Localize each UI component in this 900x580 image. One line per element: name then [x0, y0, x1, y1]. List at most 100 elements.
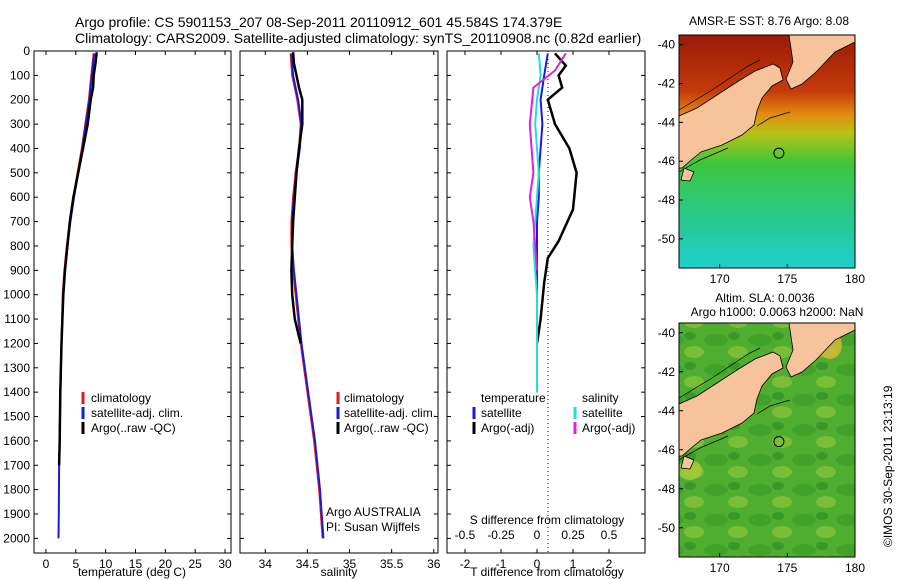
y-tick-label: 100 [10, 68, 30, 82]
temperature-panel: 0100200300400500600700800900100011001200… [3, 44, 645, 579]
sla-map-frame [678, 322, 856, 558]
y-tick-label: 1300 [3, 361, 30, 375]
x-tick-label: 30 [218, 557, 232, 571]
depth-ticks: 0 100 200 300 400 500 600 700 800 900 1000 1100 1200… [3, 44, 645, 545]
series-line-salinity-argo-adj- [528, 52, 567, 271]
map-x-tick-label: 180 [845, 272, 865, 286]
x-tick-label: 2 [606, 557, 613, 571]
sla-map-ticks: 170 175 180 -40 -42 -44 -46 -48 -50 [658, 326, 866, 575]
y-tick-label: 500 [10, 166, 30, 180]
temperature-legend: climatology satellite-adj. clim. Argo(..… [81, 391, 183, 435]
difference-panel: -2 -1 0 1 2 -0.5 -0.25 0 0.25 0.5 T difference f… [446, 50, 646, 579]
coastline-south-island [679, 63, 784, 169]
map-y-tick-label: -40 [658, 326, 676, 340]
sla-map-title-line1: Altim. SLA: 0.0036 [715, 291, 815, 305]
s-tick-label: 0.25 [561, 528, 585, 542]
legend-label: Argo(-adj) [481, 421, 534, 435]
x-tick-label: 10 [99, 557, 113, 571]
coastline-north-island [785, 323, 855, 378]
annotation-line2: PI: Susan Wijffels [326, 520, 420, 534]
map-y-tick-label: -46 [658, 154, 676, 168]
s-tick-label: 0.5 [601, 528, 618, 542]
y-tick-label: 1900 [3, 507, 30, 521]
sla-map: Altim. SLA: 0.0036 Argo h1000: 0.0063 h2… [658, 291, 866, 575]
map-y-tick-label: -50 [658, 521, 676, 535]
y-tick-label: 300 [10, 117, 30, 131]
x-tick-label: 20 [159, 557, 173, 571]
annotation-line1: Argo AUSTRALIA [326, 505, 421, 519]
x-tick-label: -2 [460, 557, 471, 571]
y-tick-label: 1200 [3, 336, 30, 350]
legend-label: Argo(-adj) [582, 421, 635, 435]
sst-map-ticks: 170 175 180 -40 -42 -44 -46 -48 -50 [658, 38, 866, 286]
y-tick-label: 1800 [3, 483, 30, 497]
map-x-tick-label: 170 [710, 272, 730, 286]
legend-title-temperature: temperature [481, 391, 546, 405]
map-x-tick-label: 175 [777, 561, 797, 575]
coastline-south-island [679, 351, 784, 457]
map-y-tick-label: -42 [658, 365, 676, 379]
series-line-argo-raw-qc- [57, 52, 98, 466]
series-line-salinity-satellite [532, 53, 542, 393]
y-tick-label: 1700 [3, 458, 30, 472]
x-tick-label: -1 [496, 557, 507, 571]
x-tick-label: 34.5 [296, 557, 320, 571]
isobath-contour [679, 59, 791, 173]
t-difference-xlabel: T difference from climatology [470, 565, 624, 579]
sla-map-title-line2: Argo h1000: 0.0063 h2000: NaN [691, 305, 864, 319]
argo-location-marker [773, 147, 785, 159]
temperature-xlabel: temperature (deg C) [78, 565, 186, 579]
x-tick-label: 0 [534, 557, 541, 571]
coastline-north-island [785, 35, 855, 90]
credit-text: ©IMOS 30-Sep-2011 23:13:19 [881, 385, 895, 547]
y-tick-label: 1500 [3, 410, 30, 424]
x-tick-label: 0 [43, 557, 50, 571]
t-difference-ticks: -2 -1 0 1 2 [460, 51, 613, 571]
x-tick-label: 34 [259, 557, 273, 571]
map-y-tick-label: -44 [658, 404, 676, 418]
map-y-tick-label: -46 [658, 443, 676, 457]
legend-label: satellite [582, 406, 623, 420]
s-difference-xlabel: S difference from climatology [470, 513, 625, 527]
salinity-lines [289, 52, 325, 539]
y-tick-label: 700 [10, 215, 30, 229]
legend-label: satellite [481, 406, 522, 420]
temperature-lines [57, 52, 98, 539]
map-y-tick-label: -50 [658, 232, 676, 246]
salinity-xlabel: salinity [321, 565, 358, 579]
temperature-axes-frame [33, 50, 232, 554]
legend-label: Argo(..raw -QC) [91, 421, 176, 435]
y-tick-label: 600 [10, 190, 30, 204]
map-y-tick-label: -42 [658, 77, 676, 91]
y-tick-label: 2000 [3, 531, 30, 545]
salinity-axes-frame [239, 50, 439, 554]
series-line-satellite-adj-clim- [290, 53, 325, 539]
map-y-tick-label: -48 [658, 193, 676, 207]
y-tick-label: 800 [10, 239, 30, 253]
salinity-legend: climatology satellite-adj. clim. Argo(..… [336, 391, 436, 435]
x-tick-label: 5 [72, 557, 79, 571]
difference-lines [528, 52, 578, 393]
series-line-temperature-satellite [536, 53, 549, 393]
stewart-island [680, 455, 695, 470]
s-tick-label: -0.5 [455, 528, 476, 542]
difference-axes-frame [446, 50, 646, 554]
s-tick-label: -0.25 [487, 528, 515, 542]
x-tick-label: 36 [427, 557, 441, 571]
x-tick-label: 35 [343, 557, 357, 571]
y-tick-label: 200 [10, 93, 30, 107]
map-y-tick-label: -40 [658, 38, 676, 52]
temperature-ticks: 0 5 10 15 20 25 30 [43, 51, 232, 571]
legend-label: satellite-adj. clim. [344, 406, 436, 420]
s-tick-label: 0 [534, 528, 541, 542]
y-tick-label: 1600 [3, 434, 30, 448]
x-tick-label: 1 [570, 557, 577, 571]
isobath-contour [679, 347, 791, 461]
sst-map-frame [678, 34, 856, 269]
figure-title-line1: Argo profile: CS 5901153_207 08-Sep-2011… [75, 14, 562, 30]
map-y-tick-label: -44 [658, 115, 676, 129]
sst-map-title: AMSR-E SST: 8.76 Argo: 8.08 [689, 14, 849, 28]
map-x-tick-label: 180 [845, 561, 865, 575]
y-tick-label: 0 [23, 44, 30, 58]
